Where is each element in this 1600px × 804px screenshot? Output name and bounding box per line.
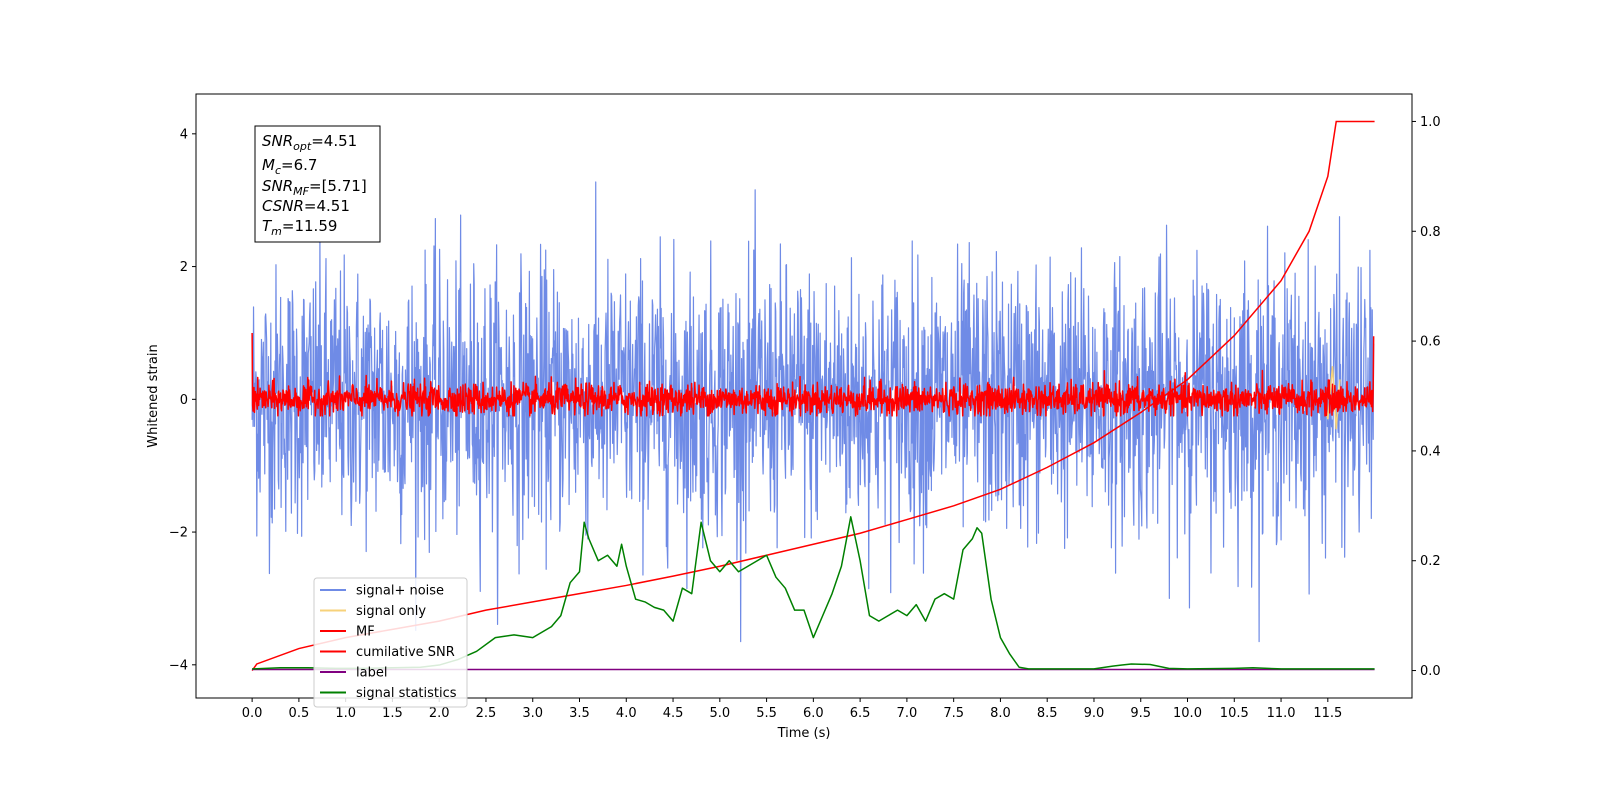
legend-frame: [313, 577, 468, 708]
x-tick-label: 6.5: [850, 706, 871, 721]
annotation-mc: Mc=6.7: [262, 156, 317, 177]
x-axis-ticks: 0.0 0.5 1.0 1.5 2.0 2.5 3.0 3.5 4.0 4.5 5.0 5.5 6.0 6…: [242, 698, 1342, 721]
legend-entry-label: label: [356, 666, 387, 681]
x-tick-label: 6.0: [803, 706, 824, 721]
x-tick-label: 1.0: [335, 706, 356, 721]
legend-entry-label: cumilative SNR: [356, 645, 455, 660]
x-tick-label: 11.5: [1313, 706, 1342, 721]
legend-entry-label: MF: [356, 625, 375, 640]
right-y-axis-ticks: 1.0 0.8 0.6 0.4 0.2 0.0: [1412, 115, 1441, 679]
left-y-tick-label: 0: [180, 393, 188, 408]
right-y-tick-label: 1.0: [1420, 115, 1441, 130]
annotation-tm-value: =11.59: [282, 217, 338, 235]
x-tick-label: 8.5: [1037, 706, 1058, 721]
x-tick-label: 9.0: [1084, 706, 1105, 721]
series-line-mf: [251, 332, 1375, 417]
annotation-tm: Tm=11.59: [262, 217, 337, 238]
right-y-tick-label: 0.4: [1420, 444, 1441, 459]
annotation-csnr: CSNR=4.51: [262, 197, 350, 215]
legend-entry-label: signal only: [356, 604, 426, 619]
x-tick-label: 2.5: [476, 706, 497, 721]
x-tick-label: 1.5: [382, 706, 403, 721]
right-y-tick-label: 0.6: [1420, 335, 1441, 350]
annotation-frame: [254, 125, 381, 243]
annotation-snr-mf: SNRMF=[5.71]: [262, 177, 367, 198]
y-axis-label: Whitened strain: [146, 344, 161, 447]
x-tick-label: 11.0: [1267, 706, 1296, 721]
x-tick-label: 9.5: [1130, 706, 1151, 721]
x-tick-label: 7.5: [943, 706, 964, 721]
x-tick-label: 10.5: [1220, 706, 1249, 721]
x-tick-label: 8.0: [990, 706, 1011, 721]
x-tick-label: 7.0: [897, 706, 918, 721]
x-tick-label: 5.0: [709, 706, 730, 721]
annotation-box: SNRopt=4.51 Mc=6.7 SNRMF=[5.71] CSNR=4.5…: [254, 125, 381, 243]
x-tick-label: 4.5: [663, 706, 684, 721]
left-y-axis-ticks: 4 2 0 −2 −4: [169, 127, 196, 673]
x-tick-label: 2.0: [429, 706, 450, 721]
legend-entry-label: signal+ noise: [356, 584, 444, 599]
annotation-snr-mf-value: =[5.71]: [309, 177, 367, 195]
right-y-tick-label: 0.8: [1420, 225, 1441, 240]
left-y-tick-label: −2: [169, 526, 188, 541]
annotation-snr-opt: SNRopt=4.51: [262, 132, 357, 153]
legend-entry-label: signal statistics: [356, 686, 457, 701]
annotation-snr-opt-value: =4.51: [311, 132, 357, 150]
annotation-mc-value: =6.7: [281, 156, 317, 174]
plot-frame: [195, 93, 1413, 699]
series-line-signal-statistics: [252, 516, 1375, 670]
right-y-tick-label: 0.0: [1420, 664, 1441, 679]
x-axis-label: Time (s): [777, 726, 831, 741]
x-tick-label: 5.5: [756, 706, 777, 721]
x-tick-label: 3.5: [569, 706, 590, 721]
left-y-tick-label: 2: [180, 260, 188, 275]
legend: signal+ noise signal only MF cumilative SNR…: [313, 577, 468, 708]
left-y-tick-label: 4: [180, 127, 188, 142]
x-tick-label: 10.0: [1173, 706, 1202, 721]
left-y-tick-label: −4: [169, 658, 188, 673]
x-tick-label: 3.0: [522, 706, 543, 721]
right-y-tick-label: 0.2: [1420, 554, 1441, 569]
annotation-csnr-value: =4.51: [304, 197, 350, 215]
x-tick-label: 0.0: [242, 706, 263, 721]
x-tick-label: 4.0: [616, 706, 637, 721]
x-tick-label: 0.5: [289, 706, 310, 721]
